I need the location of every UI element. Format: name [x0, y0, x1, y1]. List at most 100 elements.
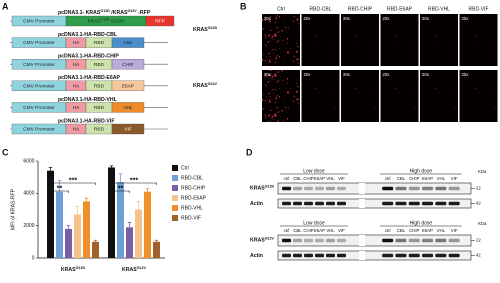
construct-part-label: RBD — [94, 105, 105, 111]
blot-band — [448, 253, 460, 258]
blot-band — [408, 186, 420, 191]
construct-part-label: HA — [73, 105, 80, 111]
construct-title: pcDNA3.1-HA-RBD-VIF — [58, 118, 115, 124]
magnification: 20x — [462, 72, 470, 77]
lane-label: E6AP — [314, 176, 325, 181]
lane-label: ctrl — [385, 176, 391, 181]
micrograph-signal — [262, 70, 300, 122]
blot-band — [282, 186, 291, 191]
lane-label: VHL — [326, 228, 335, 233]
error-bar — [66, 225, 71, 229]
blot-band — [395, 253, 407, 258]
micrograph-signal — [380, 14, 419, 66]
construct-part-label-part: /G12V — [109, 19, 125, 25]
blot-band — [315, 186, 324, 191]
error-bar — [136, 201, 141, 210]
micrograph-signal — [380, 70, 419, 122]
blot-band — [304, 253, 313, 258]
construct-part-label: CHIP — [122, 62, 133, 68]
lane-label: CHIP — [303, 228, 313, 233]
magnification: 20x — [343, 16, 351, 21]
marker-label: 22 — [476, 238, 481, 243]
blot-band — [304, 186, 313, 191]
bar — [144, 191, 151, 258]
blot-band — [304, 238, 313, 243]
marker-label: 42 — [476, 253, 481, 258]
micrograph-signal — [301, 70, 340, 122]
lane-label: CHIP — [409, 176, 419, 181]
legend-label: Ctrl — [181, 165, 189, 171]
blot-band — [315, 253, 324, 258]
construct-part-label: RBD — [94, 40, 105, 46]
construct-title-part: pcDNA3.1- KRAS — [58, 10, 101, 16]
significance-bracket — [50, 182, 96, 185]
magnification: 20x — [383, 72, 391, 77]
column-header: RBD-CBL — [310, 6, 332, 12]
construct-part — [111, 59, 145, 70]
x-tick-label-part: KRAS — [61, 267, 76, 273]
magnification: 20x — [304, 72, 312, 77]
blot-band — [293, 238, 302, 243]
construct-part — [111, 102, 145, 113]
blot-row-label: Actin — [250, 201, 263, 207]
blot-band — [337, 201, 346, 206]
micrograph-signal — [262, 14, 300, 66]
magnification: 20x — [383, 16, 391, 21]
blot-band — [293, 186, 302, 191]
blot-band — [382, 201, 394, 206]
blot-band — [326, 201, 335, 206]
significance-bracket — [111, 190, 130, 193]
x-tick-label: KRASG12D — [61, 266, 86, 273]
lane-label: E6AP — [422, 176, 433, 181]
blot-band — [282, 253, 291, 258]
y-tick-label: 0 — [32, 255, 35, 261]
bar — [135, 209, 142, 258]
blot-band — [326, 253, 335, 258]
blot-band — [282, 201, 291, 206]
construct-title: pcDNA3.1-HA-RBD-CBL — [58, 32, 118, 38]
dose-label: Low dose — [303, 168, 325, 174]
bar — [108, 167, 115, 258]
blot-band — [315, 201, 324, 206]
construct-title-part: G12V — [127, 9, 137, 13]
blot-band — [395, 186, 407, 191]
row-label-part: KRAS — [193, 27, 208, 33]
construct-part-label: HA — [73, 127, 80, 133]
y-tick-label: 6000 — [23, 158, 34, 164]
construct-part-label: CMV Promoter — [23, 83, 55, 89]
lane-label: CHIP — [409, 228, 419, 233]
dose-label: High dose — [410, 168, 433, 174]
lane-label: VHL — [326, 176, 335, 181]
column-header: RBD-VHL — [428, 6, 450, 12]
legend-swatch — [172, 185, 178, 191]
lane-label: VHL — [437, 228, 446, 233]
construct-part — [111, 123, 145, 135]
blot-band — [382, 186, 394, 191]
legend-label: RBD-CHIP — [181, 185, 206, 191]
blot-band — [282, 238, 291, 243]
micrograph-signal — [341, 70, 379, 122]
bar — [47, 170, 54, 258]
error-bar — [109, 165, 114, 168]
blot-band — [304, 201, 313, 206]
marker-label: 22 — [476, 186, 481, 191]
legend-label: RBD-VHL — [181, 205, 203, 211]
lane-label: E6AP — [422, 228, 433, 233]
magnification: 20x — [462, 16, 470, 21]
blot-row-label-part: KRAS — [250, 186, 265, 192]
blot-band — [337, 253, 346, 258]
panel-label: A — [2, 1, 9, 11]
blot-row-label: KRASG12D — [250, 184, 275, 191]
significance-label: ** — [57, 185, 63, 192]
blot-band — [337, 186, 346, 191]
panel-label: D — [246, 147, 253, 157]
lane-label: ctrl — [284, 228, 290, 233]
magnification: 20x — [264, 16, 272, 21]
legend-swatch — [172, 165, 178, 171]
error-bar — [48, 167, 53, 171]
construct-part — [111, 37, 145, 48]
lane-label: CHIP — [303, 176, 313, 181]
x-tick-label-part: G12D — [76, 266, 86, 270]
lane-label: CBL — [397, 228, 406, 233]
micrograph-signal — [420, 70, 458, 122]
